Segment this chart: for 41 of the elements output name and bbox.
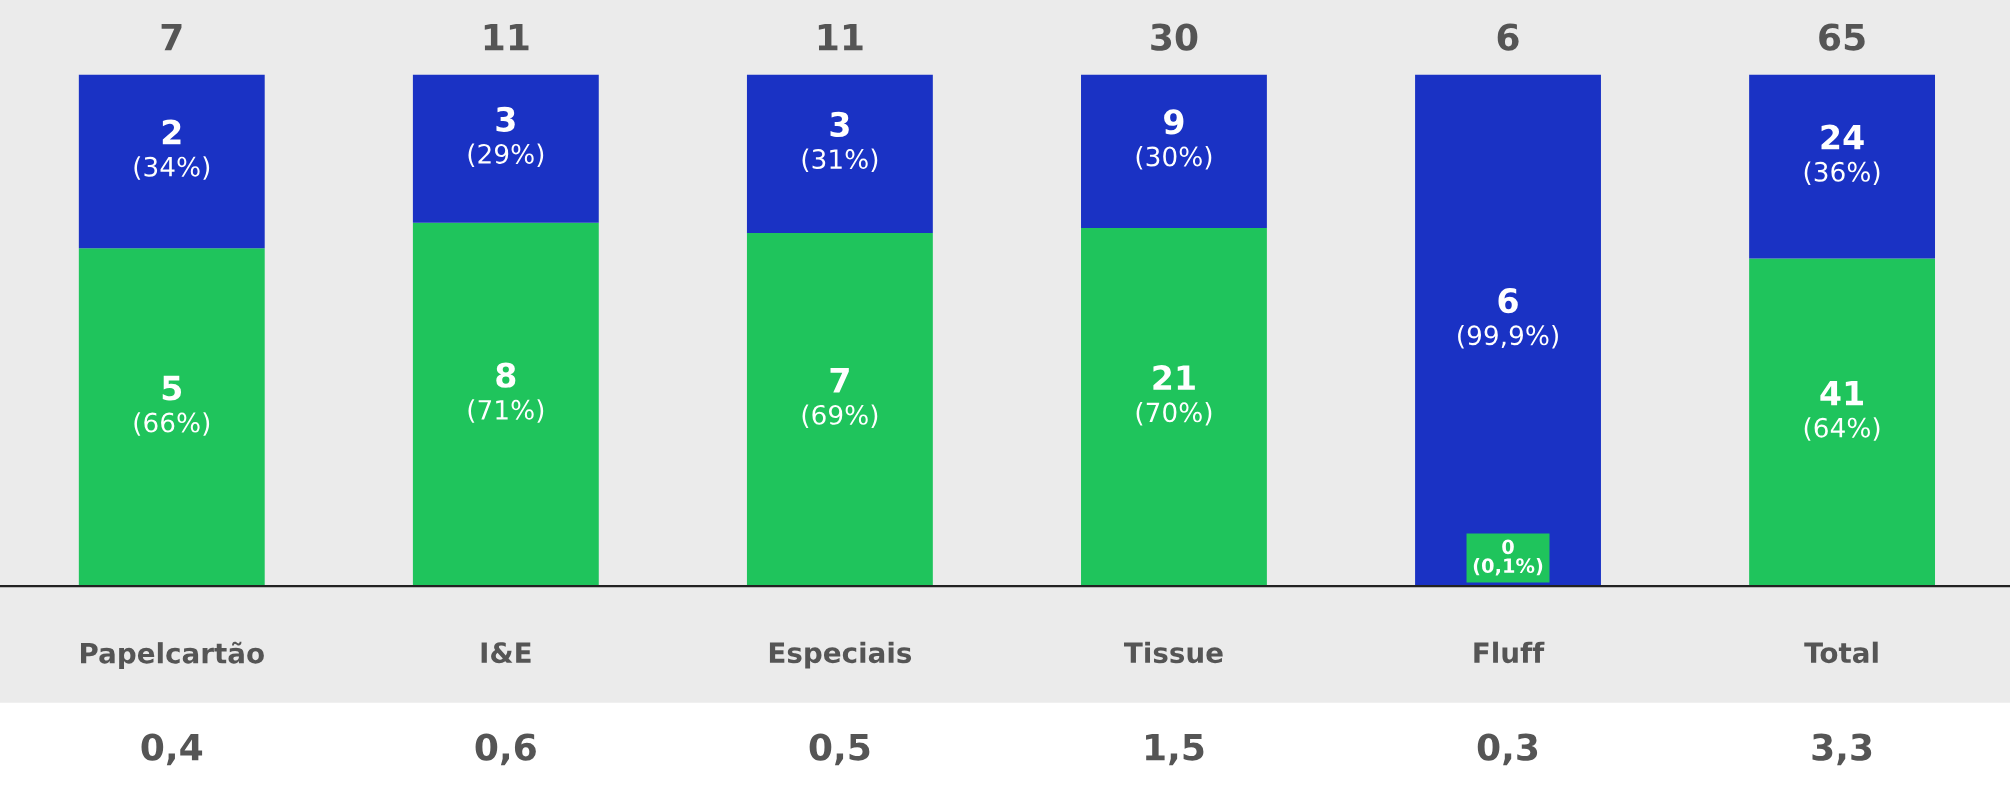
text: 0,3 <box>1477 733 1538 766</box>
data-label: 0 (0,1%) <box>1473 539 1543 576</box>
annotation: 30 <box>1151 23 1198 51</box>
x-tick-label: Tissue <box>1124 641 1223 664</box>
x-tick-label: I&E <box>481 642 531 664</box>
text: 1,5 <box>1146 733 1204 766</box>
text: 0,6 <box>475 733 536 766</box>
x-tick-label: Total <box>1804 641 1878 664</box>
bar <box>1081 227 1267 587</box>
bar <box>1415 74 1601 586</box>
annotation: 65 <box>1819 23 1865 51</box>
annotation: 7 <box>161 23 182 51</box>
bar <box>1081 74 1267 228</box>
bar <box>1749 258 1936 587</box>
bar <box>1749 74 1936 259</box>
data-label: 2 (34%) <box>134 119 210 180</box>
bar <box>746 74 933 234</box>
x-tick-label: Especiais <box>769 641 912 669</box>
annotation: 11 <box>484 23 529 51</box>
data-label: 7 (69%) <box>802 368 878 428</box>
bar <box>746 233 933 587</box>
data-label: 3 (31%) <box>802 111 878 173</box>
text: 0,4 <box>141 733 203 766</box>
bar <box>412 74 599 223</box>
annotation: 6 <box>1497 23 1519 51</box>
x-tick-label: Fluff <box>1474 641 1545 664</box>
text: 0,5 <box>809 733 870 766</box>
annotation: 11 <box>818 23 863 51</box>
data-label: 8 (71%) <box>468 362 544 423</box>
bar <box>412 222 599 587</box>
data-label: 41 (64%) <box>1804 380 1880 441</box>
data-label: 21 (70%) <box>1136 365 1212 426</box>
bar <box>78 74 265 249</box>
data-label: 9 (30%) <box>1136 109 1212 170</box>
data-label: 3 (29%) <box>468 106 544 167</box>
data-label: 24 (36%) <box>1804 124 1880 185</box>
data-label: 5 (66%) <box>134 375 210 436</box>
data-label: 6 (99,9%) <box>1458 288 1558 349</box>
bar <box>78 248 265 587</box>
x-tick-label: Papelcartão <box>81 641 264 670</box>
text: 3,3 <box>1812 733 1872 766</box>
